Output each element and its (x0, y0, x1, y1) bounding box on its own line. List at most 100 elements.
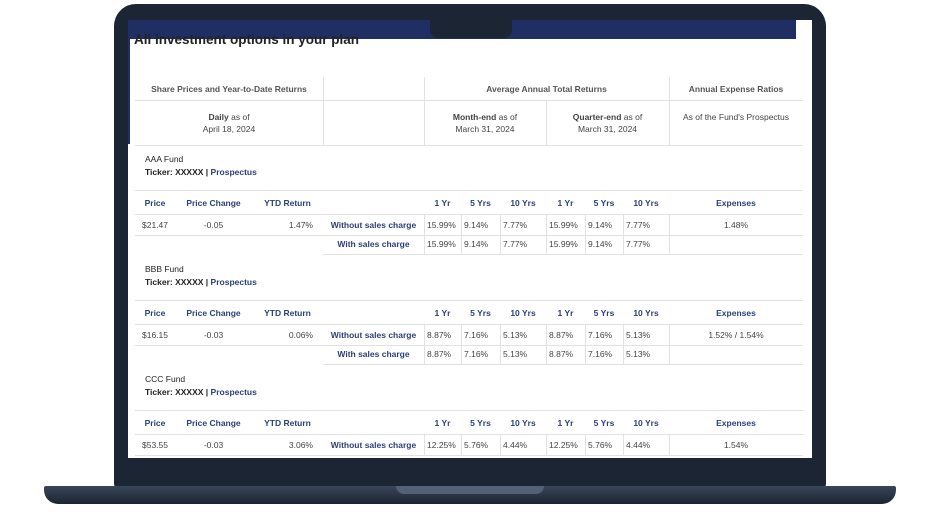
column-header: Price Change (186, 198, 241, 208)
fund-name: CCC Fund (145, 374, 186, 384)
column-header: YTD Return (264, 308, 311, 318)
grid-line (669, 77, 670, 145)
ticker: Ticker: XXXXX | Prospectus (145, 386, 400, 398)
bold: Month-end (452, 112, 497, 122)
grid-line (424, 344, 425, 364)
expenses: 1.54% (723, 440, 749, 450)
return-value: 4.44% (503, 440, 528, 450)
as-of: as of (496, 112, 518, 122)
grid-line (135, 100, 803, 101)
column-header: 10 Yrs (510, 198, 536, 208)
column-header: 5 Yrs (593, 198, 615, 208)
bold: Quarter-end (572, 112, 622, 122)
grid-line (424, 215, 425, 235)
grid-line (323, 254, 803, 255)
grid-line (461, 325, 462, 345)
return-value: 15.99% (549, 239, 578, 249)
grid-line (585, 344, 586, 364)
column-header: 5 Yrs (470, 198, 491, 208)
return-value: 5.13% (626, 330, 651, 340)
grid-line (669, 215, 670, 235)
return-value: 7.16% (464, 330, 489, 340)
column-header: 10 Yrs (510, 308, 536, 318)
header: Annual Expense Ratios (688, 84, 784, 94)
prospectus-link[interactable]: Prospectus (208, 387, 257, 397)
column-header: 10 Yrs (633, 418, 659, 428)
header-sub: Quarter-end as of (546, 111, 669, 123)
as-of: as of (228, 112, 250, 122)
grid-line (461, 234, 462, 254)
header-date: April 18, 2024 (202, 124, 256, 134)
grid-line (669, 234, 670, 254)
notch (430, 18, 512, 38)
grid-line (623, 325, 624, 345)
column-header: YTD Return (264, 418, 311, 428)
ytd-return: 3.06% (288, 440, 313, 450)
grid-line (585, 325, 586, 345)
ticker: Ticker: XXXXX | Prospectus (145, 166, 400, 178)
header-sub: As of the Fund's Prospectus (682, 112, 790, 122)
row-label: With sales charge (337, 349, 410, 359)
prospectus-link[interactable]: Prospectus (208, 167, 257, 177)
column-header: 1 Yr (434, 198, 451, 208)
ytd-return: 0.06% (288, 330, 313, 340)
column-header: Price (144, 308, 166, 318)
grid-line (623, 435, 624, 455)
column-header: 10 Yrs (633, 308, 659, 318)
grid-line (500, 234, 501, 254)
column-header: YTD Return (264, 198, 311, 208)
grid-line (135, 410, 803, 411)
grid-line (424, 325, 425, 345)
grid-line (546, 435, 547, 455)
return-value: 15.99% (427, 220, 456, 230)
fund-marker (128, 109, 130, 144)
return-value: 7.16% (588, 349, 613, 359)
grid-line (424, 435, 425, 455)
grid-line (585, 435, 586, 455)
grid-line (669, 435, 670, 455)
return-value: 12.25% (549, 440, 578, 450)
return-value: 8.87% (427, 349, 452, 359)
grid-line (323, 364, 803, 365)
laptop-hinge (396, 486, 544, 494)
grid-line (135, 434, 803, 435)
price-change: -0.03 (203, 440, 224, 450)
return-value: 7.77% (626, 220, 651, 230)
return-value: 7.16% (588, 330, 613, 340)
header-sub: Daily as of (135, 111, 323, 123)
return-value: 15.99% (549, 220, 578, 230)
column-header: 1 Yr (557, 418, 574, 428)
grid-line (623, 234, 624, 254)
return-value: 7.77% (503, 220, 528, 230)
laptop-base (44, 486, 896, 504)
column-header: 5 Yrs (593, 418, 615, 428)
grid-line (461, 215, 462, 235)
column-header: Expenses (716, 418, 756, 428)
grid-line (500, 435, 501, 455)
grid-line (135, 145, 803, 146)
separator: | (203, 387, 209, 397)
row-label: Without sales charge (330, 330, 417, 340)
column-header: 1 Yr (557, 198, 574, 208)
expenses: 1.48% (723, 220, 749, 230)
return-value: 8.87% (427, 330, 452, 340)
grid-line (546, 215, 547, 235)
as-of: as of (621, 112, 643, 122)
header-date: March 31, 2024 (577, 124, 638, 134)
return-value: 7.16% (464, 349, 489, 359)
grid-line (546, 325, 547, 345)
return-value: 5.76% (464, 440, 489, 450)
return-value: 9.14% (464, 239, 489, 249)
grid-line (135, 455, 803, 456)
grid-line (424, 234, 425, 254)
grid-line (585, 234, 586, 254)
price: $21.47 (142, 220, 168, 230)
fund-marker (128, 39, 130, 74)
ticker: Ticker: XXXXX (145, 387, 204, 397)
column-header: Price (144, 418, 166, 428)
grid-line (585, 215, 586, 235)
return-value: 8.87% (549, 330, 574, 340)
price-change: -0.03 (203, 330, 224, 340)
screen: All investment options in your plan Growt… (128, 20, 812, 458)
prospectus-link[interactable]: Prospectus (208, 277, 257, 287)
